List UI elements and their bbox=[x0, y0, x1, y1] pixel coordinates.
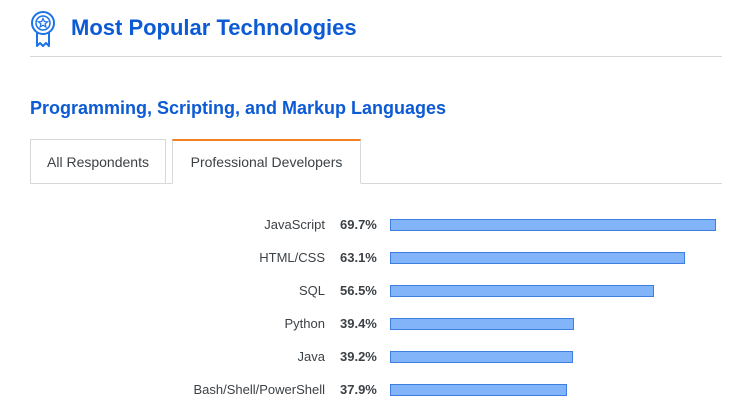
bar[interactable] bbox=[390, 219, 716, 231]
bar[interactable] bbox=[390, 252, 685, 264]
page-header: Most Popular Technologies bbox=[30, 8, 722, 57]
bar[interactable] bbox=[390, 351, 573, 363]
bar-category-label: JavaScript bbox=[264, 217, 325, 232]
bar[interactable] bbox=[390, 384, 567, 396]
tab-all-respondents[interactable]: All Respondents bbox=[30, 139, 166, 183]
page-title: Most Popular Technologies bbox=[71, 15, 357, 40]
bar-value-label: 63.1% bbox=[340, 250, 377, 265]
bar-category-label: Python bbox=[284, 316, 325, 331]
bar-value-label: 56.5% bbox=[340, 283, 377, 298]
bar[interactable] bbox=[390, 318, 574, 330]
award-badge-icon bbox=[31, 11, 55, 47]
bar-row: HTML/CSS 63.1% bbox=[0, 242, 750, 275]
bar-value-label: 39.4% bbox=[340, 316, 377, 331]
bar[interactable] bbox=[390, 285, 654, 297]
bar-category-label: Java bbox=[297, 349, 325, 364]
bar-chart: JavaScript 69.7% HTML/CSS 63.1% SQL 56.5% Pyth… bbox=[0, 200, 750, 404]
bar-category-label: Bash/Shell/PowerShell bbox=[193, 382, 325, 397]
bar-value-label: 39.2% bbox=[340, 349, 377, 364]
bar-category-label: HTML/CSS bbox=[259, 250, 325, 265]
bar-value-label: 69.7% bbox=[340, 217, 377, 232]
bar-row: Python 39.4% bbox=[0, 308, 750, 341]
bar-row: Java 39.2% bbox=[0, 341, 750, 374]
bar-value-label: 37.9% bbox=[340, 382, 377, 397]
tab-professional-developers[interactable]: Professional Developers bbox=[172, 139, 361, 184]
bar-row: JavaScript 69.7% bbox=[0, 209, 750, 242]
bar-row: SQL 56.5% bbox=[0, 275, 750, 308]
bar-category-label: SQL bbox=[298, 283, 325, 298]
section-title: Programming, Scripting, and Markup Langu… bbox=[30, 98, 447, 118]
bar-row: Bash/Shell/PowerShell 37.9% bbox=[0, 374, 750, 407]
respondent-tabs: All Respondents Professional Developers bbox=[30, 139, 722, 184]
